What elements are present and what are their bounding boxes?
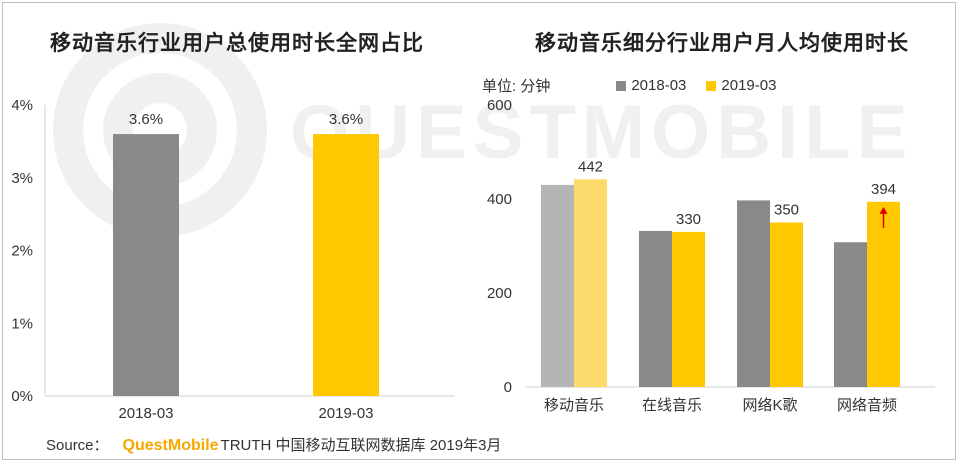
- legend-item-2018: 2018-03: [616, 77, 686, 94]
- right-x-tick-label: 移动音乐: [544, 397, 604, 414]
- source-brand: QuestMobile: [122, 437, 219, 454]
- left-bar-value-label: 3.6%: [129, 111, 163, 128]
- right-bar-2019-移动音乐: [574, 179, 607, 387]
- left-y-tick-label: 3%: [11, 170, 33, 187]
- right-x-tick-label: 在线音乐: [642, 397, 702, 414]
- left-y-tick-label: 2%: [11, 243, 33, 260]
- legend-swatch-2019: [706, 80, 717, 91]
- left-y-tick-label: 0%: [11, 388, 33, 405]
- right-bar-value-label: 394: [871, 181, 896, 198]
- right-bar-2019-网络K歌: [770, 222, 803, 387]
- left-y-tick-label: 1%: [11, 315, 33, 332]
- legend-label-2018: 2018-03: [631, 77, 687, 94]
- increase-arrow-icon: [879, 206, 888, 214]
- right-bar-2019-网络音频: [867, 201, 900, 387]
- left-x-tick-label: 2018-03: [118, 405, 173, 422]
- left-bar-value-label: 3.6%: [329, 111, 363, 128]
- right-bar-chart: 0 200 400 600 442 移动音乐 330 在线音乐 350 网络K歌 394 网络音频: [487, 97, 935, 414]
- right-x-tick-label: 网络K歌: [742, 397, 797, 414]
- right-x-tick-label: 网络音频: [837, 397, 897, 414]
- watermark-text: QUESTMOBILE: [290, 90, 913, 175]
- left-x-tick-label: 2019-03: [318, 405, 373, 422]
- legend-swatch-2018: [616, 80, 627, 91]
- left-bar-2019-03: [313, 134, 379, 396]
- left-bar-2018-03: [113, 134, 179, 396]
- right-bar-2018-在线音乐: [639, 230, 672, 387]
- right-bar-2018-移动音乐: [541, 184, 574, 387]
- unit-label: 单位: 分钟: [482, 78, 551, 95]
- source-label: Source：: [46, 437, 109, 454]
- legend-item-2019: 2019-03: [706, 77, 776, 94]
- right-bar-2018-网络K歌: [737, 200, 770, 387]
- right-y-tick-label: 600: [487, 97, 512, 114]
- right-chart-title: 移动音乐细分行业用户月人均使用时长: [535, 32, 909, 55]
- right-bar-value-label: 350: [774, 202, 799, 219]
- source-note: Source： QuestMobile TRUTH 中国移动互联网数据库 201…: [46, 434, 501, 455]
- right-y-tick-label: 0: [504, 379, 512, 396]
- right-bar-2018-网络音频: [834, 242, 867, 387]
- right-bar-value-label: 330: [676, 211, 701, 228]
- legend: 单位: 分钟 2018-03 2019-03: [482, 75, 796, 96]
- left-chart-title: 移动音乐行业用户总使用时长全网占比: [50, 32, 424, 55]
- left-bar-chart: 0% 1% 2% 3% 4% 3.6% 2018-03 3.6% 2019-03: [11, 97, 455, 422]
- right-bar-value-label: 442: [578, 158, 603, 175]
- left-y-tick-label: 4%: [11, 97, 33, 114]
- right-y-tick-label: 200: [487, 285, 512, 302]
- right-y-tick-label: 400: [487, 191, 512, 208]
- right-bar-2019-在线音乐: [672, 231, 705, 387]
- legend-label-2019: 2019-03: [721, 77, 777, 94]
- source-text: TRUTH 中国移动互联网数据库 2019年3月: [220, 437, 502, 454]
